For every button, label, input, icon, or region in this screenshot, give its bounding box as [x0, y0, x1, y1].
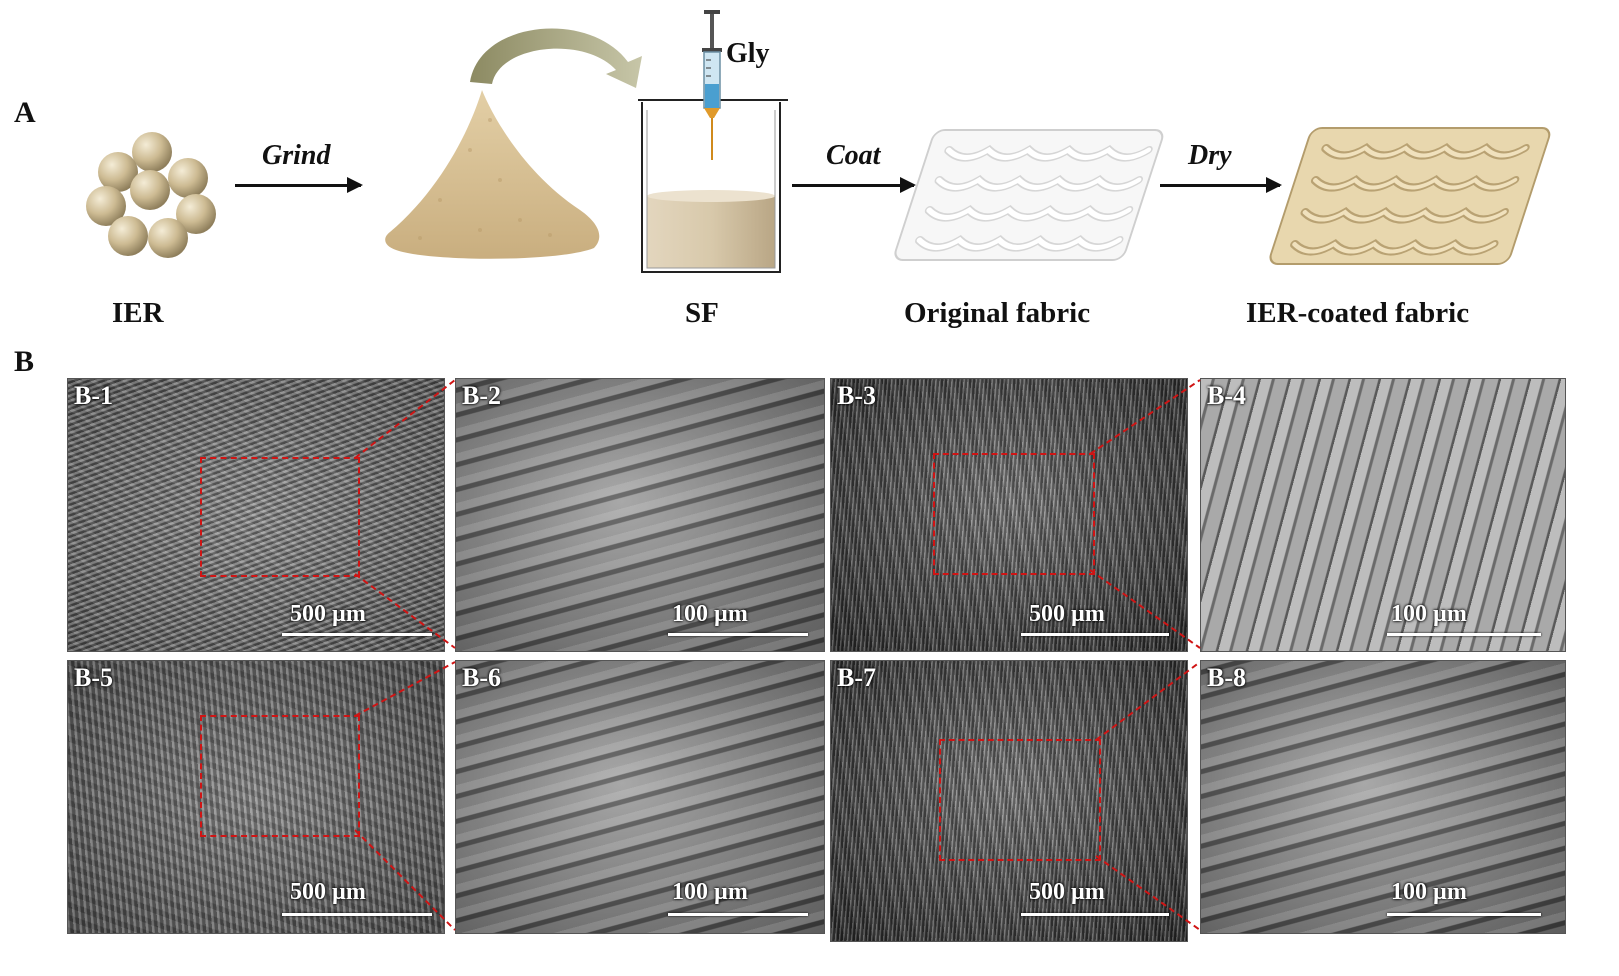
sem-label-b4: B-4	[1207, 381, 1246, 410]
sem-label-b8: B-8	[1207, 663, 1246, 692]
sem-image-b4: B-4 100 µm	[1200, 378, 1566, 652]
scale-bar-b5	[282, 913, 432, 916]
scale-text-b7: 500 µm	[1029, 879, 1105, 905]
sem-label-b2: B-2	[462, 381, 501, 410]
ier-beads	[86, 132, 216, 258]
scale-text-b4: 100 µm	[1391, 601, 1467, 627]
scale-bar-b3	[1021, 633, 1169, 636]
scale-text-b1: 500 µm	[290, 601, 366, 627]
original-fabric	[894, 129, 1164, 261]
roi-box-b5	[200, 715, 360, 837]
caption-ier: IER	[112, 297, 164, 329]
caption-sf: SF	[685, 297, 719, 329]
sem-image-b1: B-1 500 µm	[67, 378, 445, 652]
scale-bar-b7	[1021, 913, 1169, 916]
step-label-dry: Dry	[1188, 140, 1232, 171]
roi-box-b7	[939, 739, 1101, 861]
panel-b-letter: B	[14, 345, 35, 378]
scale-bar-b4	[1387, 633, 1541, 636]
arrow-coat	[792, 177, 916, 193]
sem-image-b5: B-5 500 µm	[67, 660, 445, 934]
scale-text-b8: 100 µm	[1391, 879, 1467, 905]
scale-text-b2: 100 µm	[672, 601, 748, 627]
sem-label-b6: B-6	[462, 663, 501, 692]
step-label-coat: Coat	[826, 140, 881, 171]
coated-fabric	[1269, 127, 1551, 265]
beaker	[638, 99, 788, 273]
panel-a-letter: A	[14, 96, 36, 129]
sem-image-b7: B-7 500 µm	[830, 660, 1188, 942]
syringe-label: Gly	[726, 38, 770, 69]
scale-bar-b6	[668, 913, 808, 916]
sem-label-b7: B-7	[837, 663, 876, 692]
sem-label-b3: B-3	[837, 381, 876, 410]
curved-arrow	[470, 28, 642, 88]
sem-image-b8: B-8 100 µm	[1200, 660, 1566, 934]
sem-image-b3: B-3 500 µm	[830, 378, 1188, 652]
arrow-grind	[235, 177, 363, 193]
scale-text-b5: 500 µm	[290, 879, 366, 905]
sem-image-b2: B-2 100 µm	[455, 378, 825, 652]
step-label-grind: Grind	[262, 140, 331, 171]
scale-text-b3: 500 µm	[1029, 601, 1105, 627]
scale-bar-b8	[1387, 913, 1541, 916]
caption-coated-fabric: IER-coated fabric	[1246, 297, 1470, 329]
caption-original-fabric: Original fabric	[904, 297, 1091, 329]
sem-image-b6: B-6 100 µm	[455, 660, 825, 934]
scale-text-b6: 100 µm	[672, 879, 748, 905]
roi-box-b3	[933, 453, 1095, 575]
arrow-dry	[1160, 177, 1282, 193]
roi-box-b1	[200, 457, 360, 577]
sem-label-b1: B-1	[74, 381, 113, 410]
scale-bar-b1	[282, 633, 432, 636]
sem-label-b5: B-5	[74, 663, 113, 692]
powder-pile	[385, 90, 600, 259]
scale-bar-b2	[668, 633, 808, 636]
syringe	[702, 10, 722, 160]
